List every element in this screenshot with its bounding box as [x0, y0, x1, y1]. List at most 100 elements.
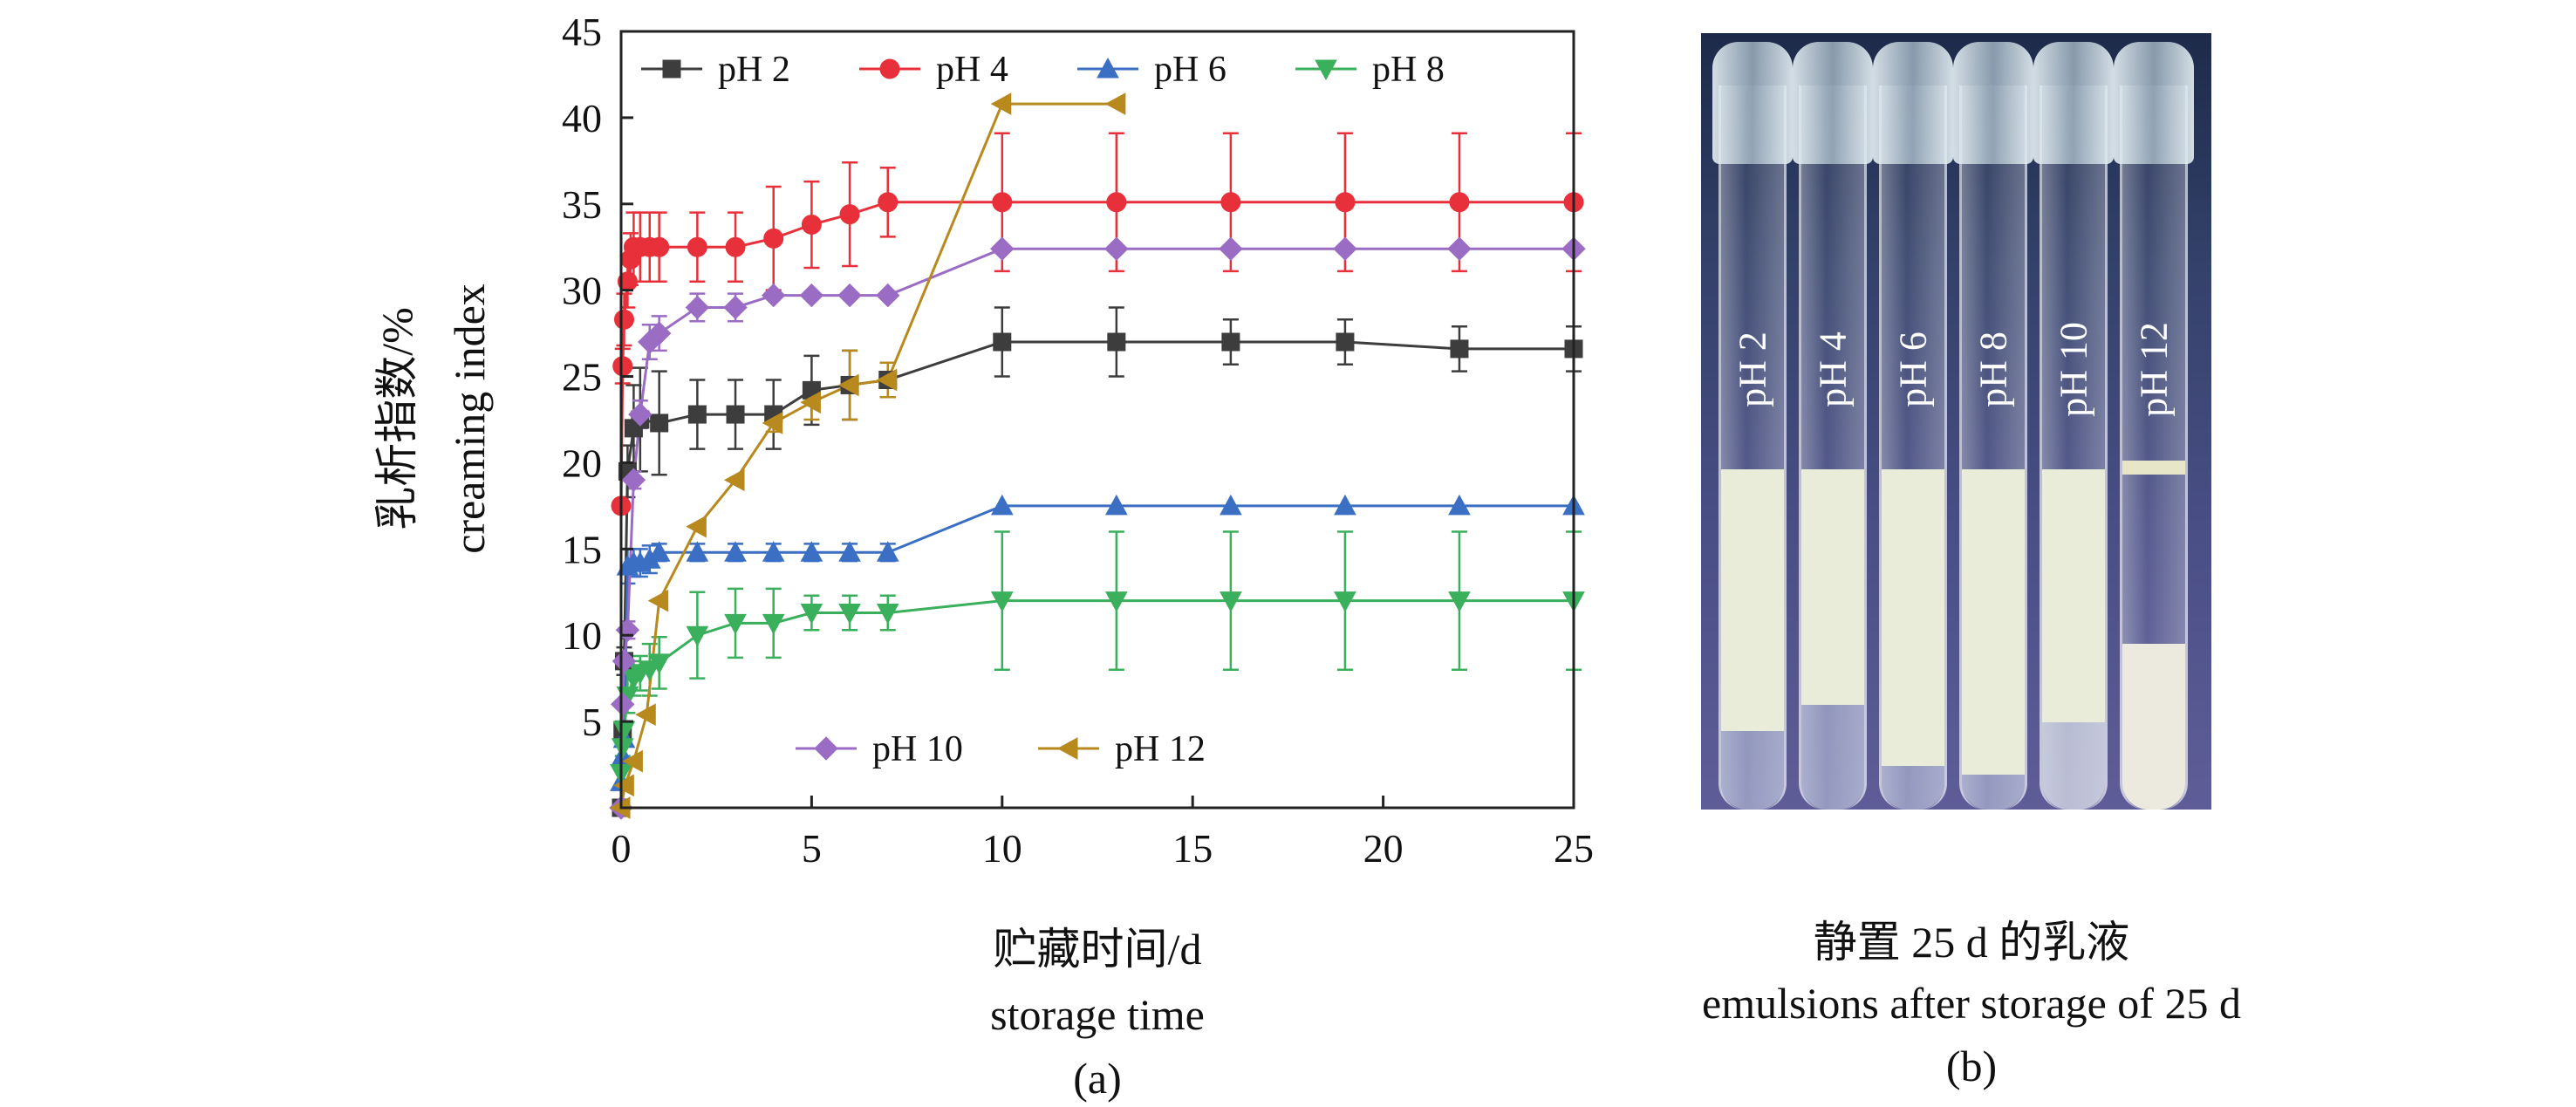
- tube-stopper: [2033, 42, 2114, 164]
- tube-label: pH 12: [2132, 322, 2176, 417]
- point-ph8: [1334, 591, 1356, 612]
- point-ph10: [1219, 236, 1243, 261]
- point-ph10: [876, 283, 900, 308]
- point-ph4: [612, 356, 633, 377]
- point-ph10: [762, 283, 786, 308]
- point-ph12: [838, 373, 859, 397]
- legend-marker-ph4: [879, 58, 900, 79]
- point-ph2: [726, 405, 745, 424]
- x-axis-title-cn: 贮藏时间/d: [994, 925, 1202, 974]
- x-tick-label: 5: [802, 826, 822, 871]
- point-ph6: [838, 541, 861, 562]
- tube-stopper: [1953, 42, 2033, 164]
- serum-layer: [1721, 731, 1784, 810]
- point-ph8: [724, 613, 747, 635]
- tube-stopper: [1712, 42, 1793, 164]
- legend-label-ph12: pH 12: [1115, 729, 1206, 769]
- point-ph12: [990, 92, 1012, 115]
- x-tick-label: 10: [982, 826, 1022, 871]
- point-ph10: [799, 283, 824, 308]
- point-ph4: [763, 228, 784, 249]
- serum-layer: [1801, 705, 1864, 810]
- panel-label-a: (a): [1073, 1054, 1122, 1103]
- point-ph4: [1335, 192, 1356, 213]
- point-ph12: [613, 774, 634, 797]
- point-ph12: [762, 412, 783, 434]
- point-ph12: [800, 391, 821, 414]
- point-ph6: [1334, 494, 1356, 516]
- point-ph4: [992, 192, 1013, 213]
- x-tick-label: 15: [1172, 826, 1213, 871]
- y-axis-title-cn: 乳析指数/%: [372, 307, 421, 530]
- point-ph2: [1221, 332, 1240, 352]
- point-ph10: [723, 295, 748, 320]
- point-ph6: [724, 541, 747, 562]
- point-ph6: [1104, 494, 1128, 516]
- point-ph8: [647, 653, 671, 674]
- point-ph6: [876, 541, 899, 562]
- point-ph4: [649, 236, 670, 257]
- point-ph4: [1220, 192, 1241, 213]
- plot-area-frame: [619, 30, 1575, 810]
- point-ph10: [611, 692, 635, 717]
- point-ph10: [1333, 236, 1357, 261]
- tube-stopper: [1873, 42, 1953, 164]
- point-ph2: [993, 332, 1012, 352]
- point-ph8: [762, 613, 785, 635]
- point-ph12: [876, 368, 898, 392]
- tube-ph4: pH 4: [1793, 42, 1873, 810]
- point-ph2: [1336, 332, 1355, 352]
- point-ph2: [1450, 339, 1469, 359]
- y-axis-title-en: creaming index: [445, 284, 494, 554]
- point-ph4: [839, 204, 860, 225]
- legend: pH 2 pH 4 pH 6 pH 8 pH 10 pH 12: [641, 50, 1445, 769]
- y-tick-label: 40: [562, 96, 602, 140]
- panel-label-b: (b): [1945, 1042, 1998, 1090]
- point-ph2: [1107, 332, 1126, 352]
- tube-label: pH 4: [1811, 331, 1855, 407]
- point-ph4: [801, 215, 822, 236]
- series-line-ph6: [619, 504, 1574, 782]
- cream-layer: [1882, 469, 1944, 766]
- legend-marker-ph10: [814, 736, 838, 761]
- point-ph8: [800, 604, 823, 625]
- photo-caption-en: emulsions after storage of 25 d: [1702, 979, 2241, 1028]
- legend-marker-ph12: [1056, 737, 1078, 760]
- point-ph2: [687, 405, 707, 424]
- serum-layer: [1962, 775, 2025, 810]
- point-ph4: [878, 192, 899, 213]
- point-ph6: [1448, 494, 1471, 516]
- x-tick-label: 20: [1363, 826, 1404, 871]
- point-ph10: [685, 295, 710, 320]
- x-tick-label: 25: [1554, 826, 1594, 871]
- point-ph10: [990, 236, 1015, 261]
- legend-label-ph6: pH 6: [1154, 50, 1227, 90]
- point-ph12: [622, 749, 643, 773]
- tube-ph6: pH 6: [1873, 42, 1953, 810]
- cream-layer: [1962, 469, 2025, 775]
- tube-label: pH 6: [1891, 331, 1935, 407]
- point-ph10: [1104, 236, 1129, 261]
- x-axis-title-en: storage time: [990, 990, 1205, 1039]
- point-ph4: [687, 236, 707, 257]
- point-ph8: [686, 625, 709, 647]
- tube-ph2: pH 2: [1712, 42, 1793, 810]
- emulsion-photo: pH 2 pH 4 pH 6 pH 8 pH 10 pH 12: [1701, 33, 2211, 810]
- y-tick-label: 25: [562, 355, 602, 400]
- point-ph12: [1104, 92, 1126, 115]
- series-line-ph2: [619, 340, 1574, 809]
- point-ph8: [838, 604, 861, 625]
- point-ph12: [723, 468, 745, 492]
- legend-label-ph2: pH 2: [718, 50, 790, 90]
- tube-ph12: pH 12: [2114, 42, 2194, 810]
- point-ph8: [990, 591, 1014, 612]
- cream-layer: [2122, 461, 2185, 475]
- point-ph10: [837, 283, 862, 308]
- point-ph10: [646, 321, 672, 345]
- cream-layer: [2122, 644, 2185, 810]
- legend-marker-ph8: [1315, 59, 1337, 81]
- tube-ph10: pH 10: [2033, 42, 2114, 810]
- series-line-ph10: [619, 247, 1574, 809]
- tube-stopper: [1793, 42, 1873, 164]
- point-ph4: [613, 309, 634, 330]
